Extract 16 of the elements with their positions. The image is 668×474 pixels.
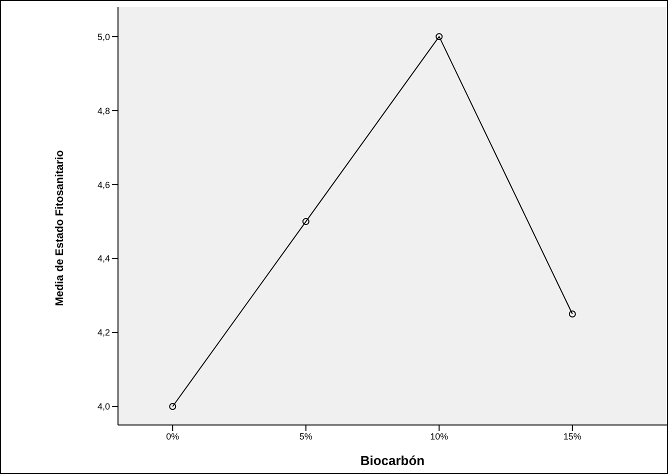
point [568,310,576,318]
y-tick-label: 4,6 [97,180,110,190]
y-tick-label: 5,0 [97,32,110,42]
y-tick-label: 4,0 [97,402,110,412]
y-tick-label: 4,8 [97,106,110,116]
point [302,218,310,226]
x-tick-label: 10% [430,431,448,442]
point [436,33,443,40]
point [169,403,176,410]
x-tick-label: 15% [563,431,582,442]
y-tick-label: 4,4 [97,254,110,264]
x-tick-label: 0% [166,431,180,442]
x-tick-label: 5% [299,431,312,442]
y-axis-title: Media de Estado Fitosanitario [54,150,66,306]
y-tick-label: 4,2 [97,328,110,338]
x-axis-title: Biocarbón [360,453,425,468]
